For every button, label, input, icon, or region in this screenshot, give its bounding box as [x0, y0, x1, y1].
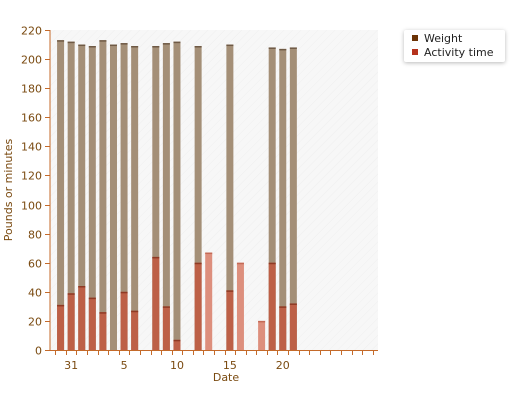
- x-tick-label-5: 5: [121, 359, 128, 372]
- y-tick-label-40: 40: [28, 287, 42, 300]
- x-axis-title: Date: [213, 371, 240, 384]
- weight-bar-cap-day-41: [173, 41, 181, 44]
- weight-bar-day-52: [289, 47, 297, 351]
- activity-bar-day-31: [67, 293, 75, 350]
- activity-bar-cap-day-34: [99, 312, 107, 314]
- activity-bar-cap-day-51: [279, 306, 287, 308]
- weight-bar-cap-day-43: [194, 46, 202, 48]
- legend-label-activity-time: Activity time: [424, 46, 494, 59]
- activity-bar-cap-day-49: [258, 320, 266, 323]
- weight-bar-day-41: [173, 41, 181, 351]
- weight-bar-cap-day-33: [88, 46, 96, 48]
- y-tick-label-20: 20: [28, 316, 42, 329]
- activity-bar-day-50: [268, 262, 276, 350]
- activity-bar-day-52: [289, 303, 297, 350]
- activity-bar-day-33: [88, 297, 96, 350]
- y-tick-label-0: 0: [35, 345, 42, 358]
- weight-bar-cap-day-37: [131, 46, 139, 48]
- activity-bar-cap-day-36: [120, 291, 128, 294]
- activity-bar-cap-day-52: [289, 303, 297, 305]
- activity-bar-cap-day-50: [268, 262, 276, 265]
- activity-bar-day-51: [279, 306, 287, 350]
- activity-bar-day-39: [152, 256, 160, 350]
- activity-bar-cap-day-39: [152, 256, 160, 259]
- y-tick-label-120: 120: [21, 170, 42, 183]
- y-tick-label-180: 180: [21, 83, 42, 96]
- activity-bar-cap-day-40: [162, 306, 170, 308]
- activity-bar-day-34: [99, 312, 107, 350]
- activity-bar-day-49: [258, 320, 266, 350]
- x-tick-label-10: 10: [170, 359, 184, 372]
- legend-label-weight: Weight: [424, 32, 463, 45]
- activity-bar-day-36: [120, 291, 128, 350]
- activity-bar-cap-day-33: [88, 297, 96, 300]
- y-tick-label-200: 200: [21, 54, 42, 67]
- weight-bar-day-33: [88, 46, 96, 350]
- activity-bar-cap-day-44: [205, 252, 213, 255]
- y-tick-label-160: 160: [21, 112, 42, 125]
- legend-item-activity-time[interactable]: Activity time: [412, 46, 494, 60]
- y-axis-title: Pounds or minutes: [2, 139, 15, 242]
- weight-bar-cap-day-32: [78, 44, 86, 47]
- weight-bar-day-40: [162, 43, 170, 350]
- x-tick-label-20: 20: [276, 359, 290, 372]
- activity-bar-cap-day-31: [67, 293, 75, 295]
- chart-legend: Weight Activity time: [404, 30, 505, 62]
- weight-bar-cap-day-51: [279, 48, 287, 51]
- weight-bar-cap-day-46: [226, 44, 234, 47]
- weight-bar-day-50: [268, 47, 276, 351]
- weight-bar-day-35: [109, 44, 117, 350]
- activity-bar-day-30: [57, 304, 65, 350]
- activity-bar-cap-day-32: [78, 286, 86, 288]
- activity-bar-day-47: [236, 262, 244, 350]
- weight-bar-day-32: [78, 44, 86, 350]
- weight-bar-day-46: [226, 44, 234, 350]
- activity-bar-day-44: [205, 252, 213, 350]
- y-tick-label-140: 140: [21, 141, 42, 154]
- activity-bar-cap-day-30: [57, 304, 65, 307]
- activity-bar-day-43: [194, 262, 202, 350]
- axes-layer: 0 20 40 60 80 100 120 140 160 180 200 220 31 5 10 15 20: [21, 25, 378, 372]
- weight-bar-cap-day-34: [99, 40, 107, 42]
- weight-bar-cap-day-52: [289, 47, 297, 49]
- weight-bar-day-39: [152, 46, 160, 350]
- weight-bar-cap-day-31: [67, 41, 75, 44]
- weight-bar-cap-day-30: [57, 40, 65, 42]
- activity-bar-day-41: [173, 339, 181, 350]
- x-tick-label-31: 31: [64, 359, 78, 372]
- activity-bar-day-40: [162, 306, 170, 350]
- weight-bar-day-36: [120, 43, 128, 350]
- weight-bar-day-30: [57, 40, 65, 350]
- weight-bar-day-43: [194, 46, 202, 350]
- bars-layer: [57, 40, 297, 351]
- plot-area-background: [50, 30, 378, 350]
- weight-bar-day-51: [279, 48, 287, 351]
- weight-bar-day-37: [131, 46, 139, 350]
- weight-bar-day-34: [99, 40, 107, 350]
- y-tick-label-60: 60: [28, 258, 42, 271]
- activity-bar-cap-day-37: [131, 310, 139, 313]
- activity-bar-cap-day-46: [226, 290, 234, 292]
- y-tick-label-220: 220: [21, 25, 42, 38]
- weight-bar-day-31: [67, 41, 75, 351]
- weight-bar-cap-day-35: [109, 44, 117, 47]
- legend-item-weight[interactable]: Weight: [412, 32, 462, 46]
- activity-bar-cap-day-47: [236, 262, 244, 265]
- y-tick-label-100: 100: [21, 200, 42, 213]
- legend-swatch-weight: [412, 35, 418, 41]
- weight-bar-cap-day-39: [152, 46, 160, 48]
- weight-bar-cap-day-36: [120, 43, 128, 45]
- y-tick-label-80: 80: [28, 229, 42, 242]
- weight-bar-cap-day-50: [268, 47, 276, 49]
- activity-bar-day-37: [131, 310, 139, 350]
- weight-bar-cap-day-40: [162, 43, 170, 45]
- legend-swatch-activity-time: [412, 49, 418, 55]
- activity-bar-cap-day-41: [173, 339, 181, 342]
- activity-bar-day-32: [78, 286, 86, 350]
- activity-bar-day-46: [226, 290, 234, 350]
- x-tick-label-15: 15: [223, 359, 237, 372]
- activity-bar-cap-day-43: [194, 262, 202, 265]
